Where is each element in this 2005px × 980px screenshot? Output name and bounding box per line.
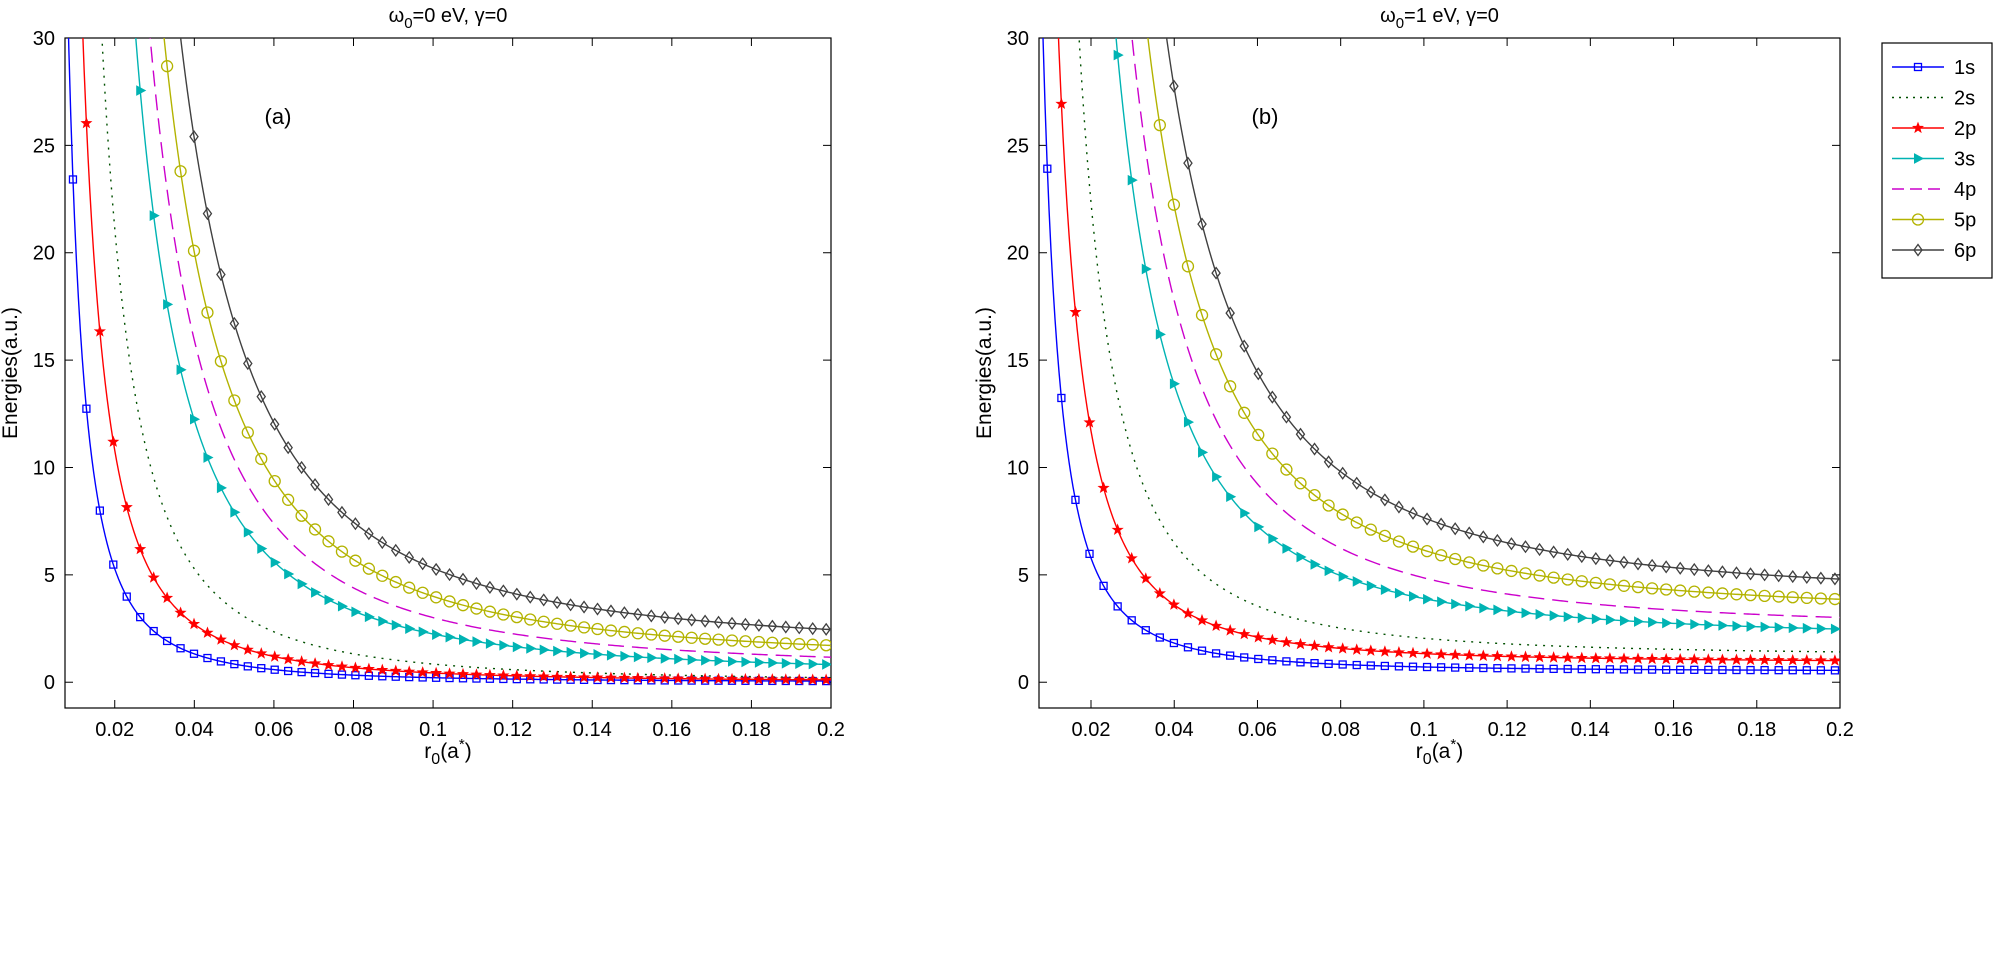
x-tick-label: 0.1	[419, 719, 447, 741]
legend-label: 1s	[1954, 57, 1975, 79]
chart-title: ω0=0 eV, γ=0	[389, 5, 508, 32]
panel-label: (a)	[265, 104, 292, 129]
figure: 0.02 0.04 0.06 0.08 0.1 0.12 0.14 0.16 0.18 0.2 0 5…	[0, 0, 2005, 980]
legend-label: 4p	[1954, 179, 1976, 201]
legend-label: 2s	[1954, 88, 1975, 110]
y-axis-label: Energies(a.u.)	[0, 307, 22, 439]
x-tick-label: 0.04	[1155, 719, 1194, 741]
panel-b-energy-chart: 0.02 0.04 0.06 0.08 0.1 0.12 0.14 0.16 0.18 0.2 0 5…	[973, 0, 1854, 768]
x-tick-label: 0.06	[254, 719, 293, 741]
x-tick-label: 0.06	[1238, 719, 1277, 741]
x-tick-label: 0.16	[652, 719, 691, 741]
y-tick-label: 30	[33, 28, 55, 50]
y-tick-label: 25	[33, 135, 55, 157]
x-tick-label: 0.18	[732, 719, 771, 741]
legend: 1s 2s 2p 3s 4p 5p 6p	[1882, 43, 1992, 278]
y-tick-label: 15	[1007, 350, 1029, 372]
y-tick-label: 20	[1007, 243, 1029, 265]
x-tick-label: 0.1	[1410, 719, 1438, 741]
x-tick-label: 0.12	[1488, 719, 1527, 741]
y-axis-label: Energies(a.u.)	[973, 307, 996, 439]
legend-label: 3s	[1954, 149, 1975, 171]
y-tick-label: 25	[1007, 135, 1029, 157]
y-tick-label: 0	[44, 672, 55, 694]
panel-label: (b)	[1252, 104, 1279, 129]
y-tick-label: 20	[33, 243, 55, 265]
x-tick-label: 0.14	[573, 719, 612, 741]
x-tick-label: 0.02	[95, 719, 134, 741]
x-tick-label: 0.08	[334, 719, 373, 741]
x-tick-label: 0.08	[1321, 719, 1360, 741]
x-tick-label: 0.14	[1571, 719, 1610, 741]
x-tick-label: 0.04	[175, 719, 214, 741]
y-tick-label: 0	[1018, 672, 1029, 694]
x-tick-label: 0.2	[1826, 719, 1854, 741]
x-tick-label: 0.12	[493, 719, 532, 741]
y-tick-label: 10	[1007, 457, 1029, 479]
panel-a-energy-chart: 0.02 0.04 0.06 0.08 0.1 0.12 0.14 0.16 0.18 0.2 0 5…	[0, 0, 845, 768]
x-tick-label: 0.02	[1072, 719, 1111, 741]
y-tick-label: 10	[33, 457, 55, 479]
legend-label: 6p	[1954, 240, 1976, 262]
x-tick-label: 0.2	[817, 719, 845, 741]
chart-title: ω0=1 eV, γ=0	[1380, 5, 1499, 32]
x-tick-label: 0.18	[1737, 719, 1776, 741]
y-tick-label: 5	[44, 565, 55, 587]
legend-label: 2p	[1954, 118, 1976, 140]
y-tick-label: 15	[33, 350, 55, 372]
legend-label: 5p	[1954, 210, 1976, 232]
y-tick-label: 30	[1007, 28, 1029, 50]
x-tick-label: 0.16	[1654, 719, 1693, 741]
y-tick-label: 5	[1018, 565, 1029, 587]
plot-frame	[1039, 38, 1840, 708]
